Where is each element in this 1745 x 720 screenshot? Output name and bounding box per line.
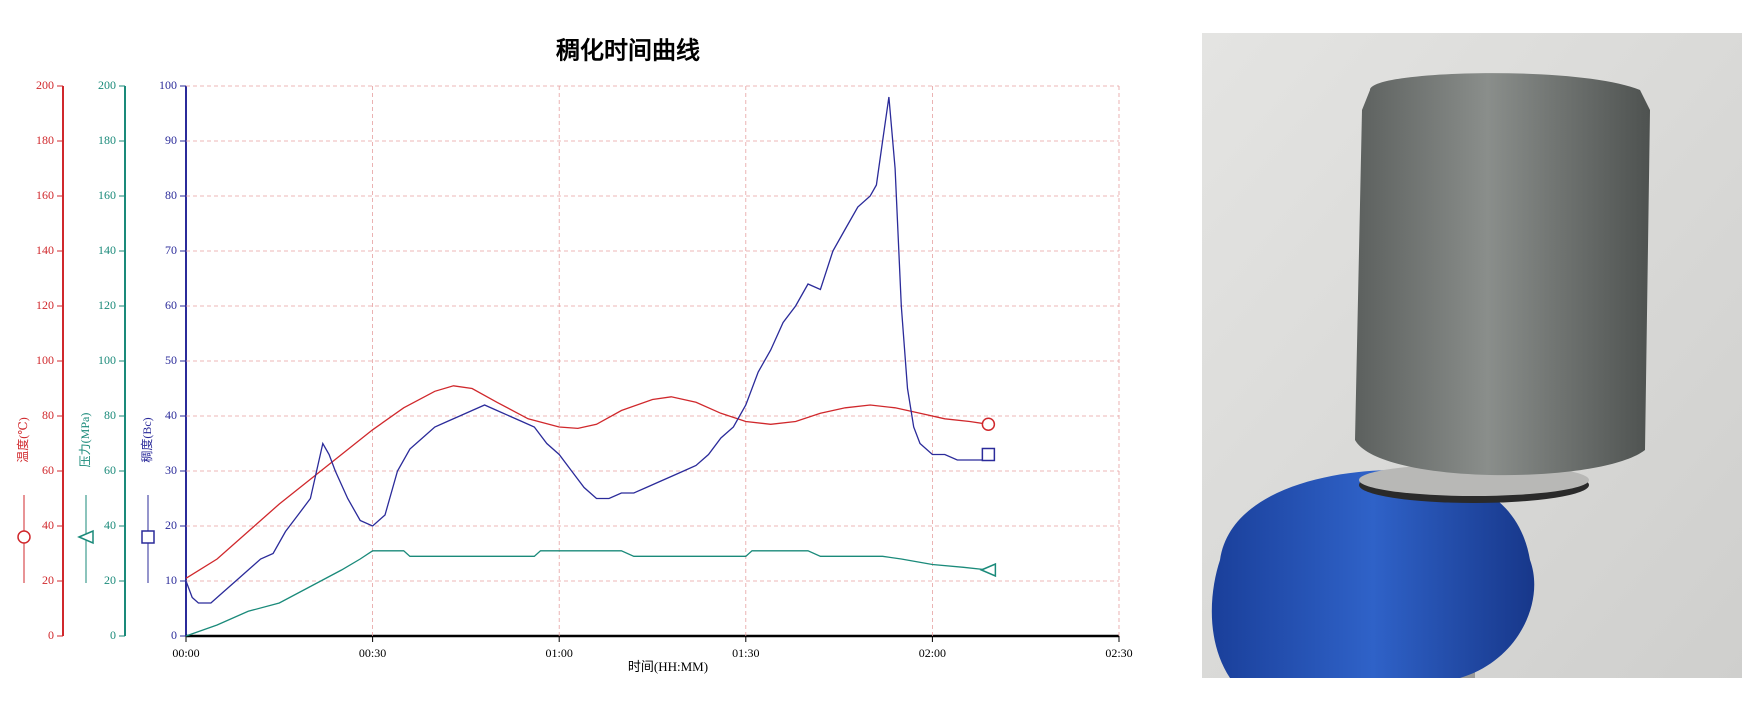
y-tick-label: 40 (165, 408, 177, 422)
series-line (185, 96, 989, 604)
x-tick-label: 01:30 (732, 646, 759, 660)
y-tick-label: 0 (110, 628, 116, 642)
x-tick-label: 02:30 (1105, 646, 1132, 660)
series-end-marker (979, 562, 997, 578)
y-tick-label: 140 (36, 243, 54, 257)
y-tick-label: 40 (42, 518, 54, 532)
x-tick-label: 01:00 (546, 646, 573, 660)
x-axis-label: 时间(HH:MM) (628, 659, 708, 674)
axis-legend-marker (77, 529, 94, 545)
y-tick-label: 160 (98, 188, 116, 202)
y-axis-label: 温度(℃) (15, 417, 30, 462)
series-end-marker (981, 447, 996, 462)
y-tick-label: 100 (159, 78, 177, 92)
y-tick-label: 80 (165, 188, 177, 202)
y-tick-label: 0 (48, 628, 54, 642)
y-tick-label: 20 (42, 573, 54, 587)
axis-legend-marker (141, 530, 155, 544)
y-tick-label: 80 (42, 408, 54, 422)
photo-glove (1211, 470, 1535, 678)
y-tick-label: 40 (104, 518, 116, 532)
y-tick-label: 60 (104, 463, 116, 477)
axis-legend-marker (17, 530, 31, 544)
series-line (185, 385, 989, 579)
y-tick-label: 200 (98, 78, 116, 92)
y-tick-label: 200 (36, 78, 54, 92)
y-tick-label: 0 (171, 628, 177, 642)
y-axis-label: 压力(MPa) (78, 413, 92, 468)
y-tick-label: 140 (98, 243, 116, 257)
y-tick-label: 50 (165, 353, 177, 367)
y-tick-label: 180 (36, 133, 54, 147)
y-tick-label: 120 (98, 298, 116, 312)
y-tick-label: 20 (104, 573, 116, 587)
x-tick-label: 02:00 (919, 646, 946, 660)
y-tick-label: 180 (98, 133, 116, 147)
y-tick-label: 60 (165, 298, 177, 312)
series-end-marker (981, 417, 996, 431)
photo-cylinder (1355, 73, 1650, 476)
y-tick-label: 90 (165, 133, 177, 147)
y-axis-label: 稠度(Bc) (139, 417, 154, 462)
y-tick-label: 10 (165, 573, 177, 587)
y-tick-label: 100 (98, 353, 116, 367)
y-tick-label: 100 (36, 353, 54, 367)
y-tick-label: 60 (42, 463, 54, 477)
y-tick-label: 30 (165, 463, 177, 477)
series-line (185, 550, 989, 637)
y-tick-label: 80 (104, 408, 116, 422)
y-tick-label: 20 (165, 518, 177, 532)
x-tick-label: 00:30 (359, 646, 386, 660)
y-tick-label: 120 (36, 298, 54, 312)
y-tick-label: 70 (165, 243, 177, 257)
y-tick-label: 160 (36, 188, 54, 202)
chart-title: 稠化时间曲线 (556, 37, 700, 65)
x-tick-label: 00:00 (172, 646, 199, 660)
photo (1202, 33, 1742, 678)
